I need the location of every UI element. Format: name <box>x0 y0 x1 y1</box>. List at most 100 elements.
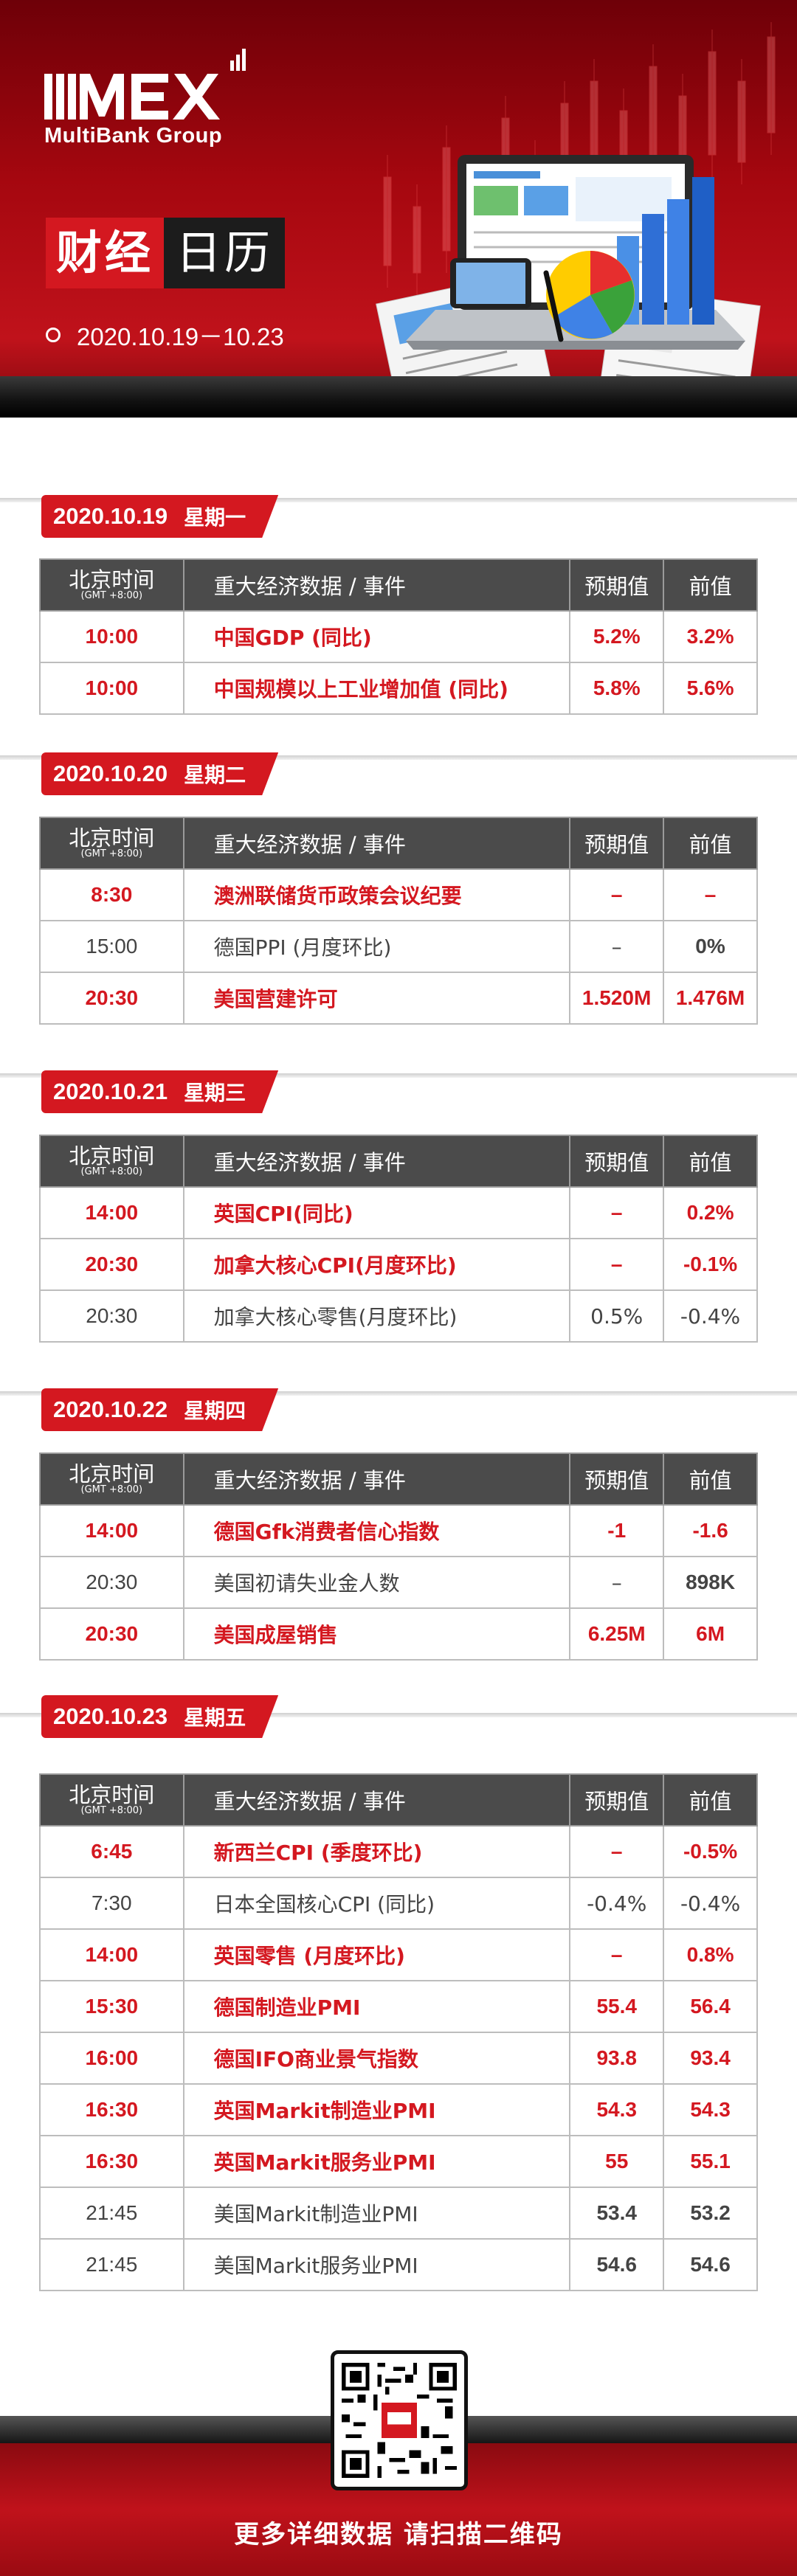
row-time: 20:30 <box>39 1607 184 1661</box>
day-weekday: 星期三 <box>184 1081 246 1105</box>
row-event: 德国IFO商业景气指数 <box>182 2032 571 2085</box>
row-forecast: 0.5% <box>569 1289 665 1343</box>
row-time: 16:00 <box>39 2032 184 2085</box>
header-previous: 前值 <box>663 817 758 870</box>
day-date: 2020.10.23 <box>53 1703 168 1729</box>
table-row: 15:00 德国PPI (月度环比) – 0% <box>39 920 758 973</box>
header-previous: 前值 <box>663 1135 758 1188</box>
calendar-table: 北京时间 (GMT +8:00) 重大经济数据 / 事件 预期值 前值 14:00… <box>39 1453 758 1661</box>
row-event: 加拿大核心零售(月度环比) <box>182 1289 571 1343</box>
section-divider <box>0 755 797 760</box>
row-time: 20:30 <box>39 1289 184 1343</box>
header-dark-band <box>0 376 797 418</box>
header-previous: 前值 <box>663 1453 758 1506</box>
mex-logo <box>44 49 246 120</box>
row-time: 21:45 <box>39 2238 184 2291</box>
header-time: 北京时间 (GMT +8:00) <box>39 1773 184 1827</box>
row-previous: 898K <box>663 1556 758 1609</box>
row-event: 中国规模以上工业增加值 (同比) <box>182 662 571 715</box>
day-label: 2020.10.19 星期一 <box>41 495 278 538</box>
row-previous: 6M <box>663 1607 758 1661</box>
day-label: 2020.10.21 星期三 <box>41 1070 278 1113</box>
row-previous: 5.6% <box>663 662 758 715</box>
row-previous: 0% <box>663 920 758 973</box>
row-event: 英国Markit服务业PMI <box>182 2135 571 2188</box>
table-row: 16:30 英国Markit制造业PMI 54.3 54.3 <box>39 2083 758 2136</box>
day-date: 2020.10.20 <box>53 761 168 786</box>
row-time: 16:30 <box>39 2083 184 2136</box>
row-previous: 55.1 <box>663 2135 758 2188</box>
table-row: 7:30 日本全国核心CPI (同比) -0.4% -0.4% <box>39 1877 758 1930</box>
header-event: 重大经济数据 / 事件 <box>182 1453 571 1506</box>
row-previous: 3.2% <box>663 610 758 663</box>
header-time: 北京时间 (GMT +8:00) <box>39 1453 184 1506</box>
header-time: 北京时间 (GMT +8:00) <box>39 558 184 612</box>
header-forecast: 预期值 <box>569 558 665 612</box>
qr-code[interactable] <box>331 2350 468 2490</box>
header-banner: MultiBank Group 财经 日历 2020.10.19－10.23 <box>0 0 797 398</box>
row-event: 德国Gfk消费者信心指数 <box>182 1504 571 1557</box>
header-previous: 前值 <box>663 558 758 612</box>
row-time: 15:00 <box>39 920 184 973</box>
day-date: 2020.10.22 <box>53 1396 168 1422</box>
row-forecast: – <box>569 1238 665 1291</box>
table-row: 20:30 美国初请失业金人数 – 898K <box>39 1556 758 1609</box>
row-previous: 1.476M <box>663 972 758 1025</box>
row-forecast: -0.4% <box>569 1877 665 1930</box>
circle-icon <box>46 328 61 342</box>
table-row: 8:30 澳洲联储货币政策会议纪要 – – <box>39 868 758 921</box>
row-forecast: – <box>569 1556 665 1609</box>
header-event: 重大经济数据 / 事件 <box>182 817 571 870</box>
row-time: 20:30 <box>39 1556 184 1609</box>
row-event: 美国Markit制造业PMI <box>182 2187 571 2240</box>
day-label: 2020.10.20 星期二 <box>41 752 278 795</box>
row-previous: -0.1% <box>663 1238 758 1291</box>
row-forecast: 5.2% <box>569 610 665 663</box>
table-row: 20:30 美国营建许可 1.520M 1.476M <box>39 972 758 1025</box>
title-part-1: 财经 <box>46 218 165 288</box>
day-weekday: 星期二 <box>184 763 246 787</box>
calendar-table: 北京时间 (GMT +8:00) 重大经济数据 / 事件 预期值 前值 10:00… <box>39 558 758 715</box>
table-row: 6:45 新西兰CPI (季度环比) – -0.5% <box>39 1825 758 1878</box>
header-event: 重大经济数据 / 事件 <box>182 1773 571 1827</box>
row-previous: – <box>663 868 758 921</box>
row-event: 德国制造业PMI <box>182 1980 571 2033</box>
row-event: 澳洲联储货币政策会议纪要 <box>182 868 571 921</box>
header-time: 北京时间 (GMT +8:00) <box>39 1135 184 1188</box>
row-time: 20:30 <box>39 972 184 1025</box>
title-part-2: 日历 <box>164 218 286 288</box>
table-row: 16:30 英国Markit服务业PMI 55 55.1 <box>39 2135 758 2188</box>
row-previous: -1.6 <box>663 1504 758 1557</box>
row-event: 美国营建许可 <box>182 972 571 1025</box>
section-divider <box>0 1713 797 1717</box>
header-forecast: 预期值 <box>569 1453 665 1506</box>
row-forecast: 54.3 <box>569 2083 665 2136</box>
row-event: 日本全国核心CPI (同比) <box>182 1877 571 1930</box>
laptop-charts-illustration <box>376 155 761 398</box>
row-time: 14:00 <box>39 1928 184 1981</box>
header-forecast: 预期值 <box>569 817 665 870</box>
row-previous: -0.4% <box>663 1289 758 1343</box>
table-header-row: 北京时间 (GMT +8:00) 重大经济数据 / 事件 预期值 前值 <box>39 1135 758 1188</box>
row-forecast: 6.25M <box>569 1607 665 1661</box>
row-time: 10:00 <box>39 662 184 715</box>
table-header-row: 北京时间 (GMT +8:00) 重大经济数据 / 事件 预期值 前值 <box>39 1453 758 1506</box>
day-date: 2020.10.19 <box>53 503 168 529</box>
date-range-text: 2020.10.19－10.23 <box>77 323 284 350</box>
row-time: 21:45 <box>39 2187 184 2240</box>
row-forecast: – <box>569 920 665 973</box>
table-header-row: 北京时间 (GMT +8:00) 重大经济数据 / 事件 预期值 前值 <box>39 817 758 870</box>
row-time: 8:30 <box>39 868 184 921</box>
row-previous: 56.4 <box>663 1980 758 2033</box>
page-title: 财经 日历 <box>46 218 286 288</box>
row-forecast: – <box>569 1825 665 1878</box>
row-time: 10:00 <box>39 610 184 663</box>
section-divider <box>0 498 797 502</box>
table-row: 14:00 英国零售 (月度环比) – 0.8% <box>39 1928 758 1981</box>
table-row: 14:00 英国CPI(同比) – 0.2% <box>39 1186 758 1239</box>
day-weekday: 星期四 <box>184 1399 246 1423</box>
header-time: 北京时间 (GMT +8:00) <box>39 817 184 870</box>
calendar-table: 北京时间 (GMT +8:00) 重大经济数据 / 事件 预期值 前值 8:30 … <box>39 817 758 1025</box>
row-time: 16:30 <box>39 2135 184 2188</box>
day-weekday: 星期五 <box>184 1706 246 1730</box>
